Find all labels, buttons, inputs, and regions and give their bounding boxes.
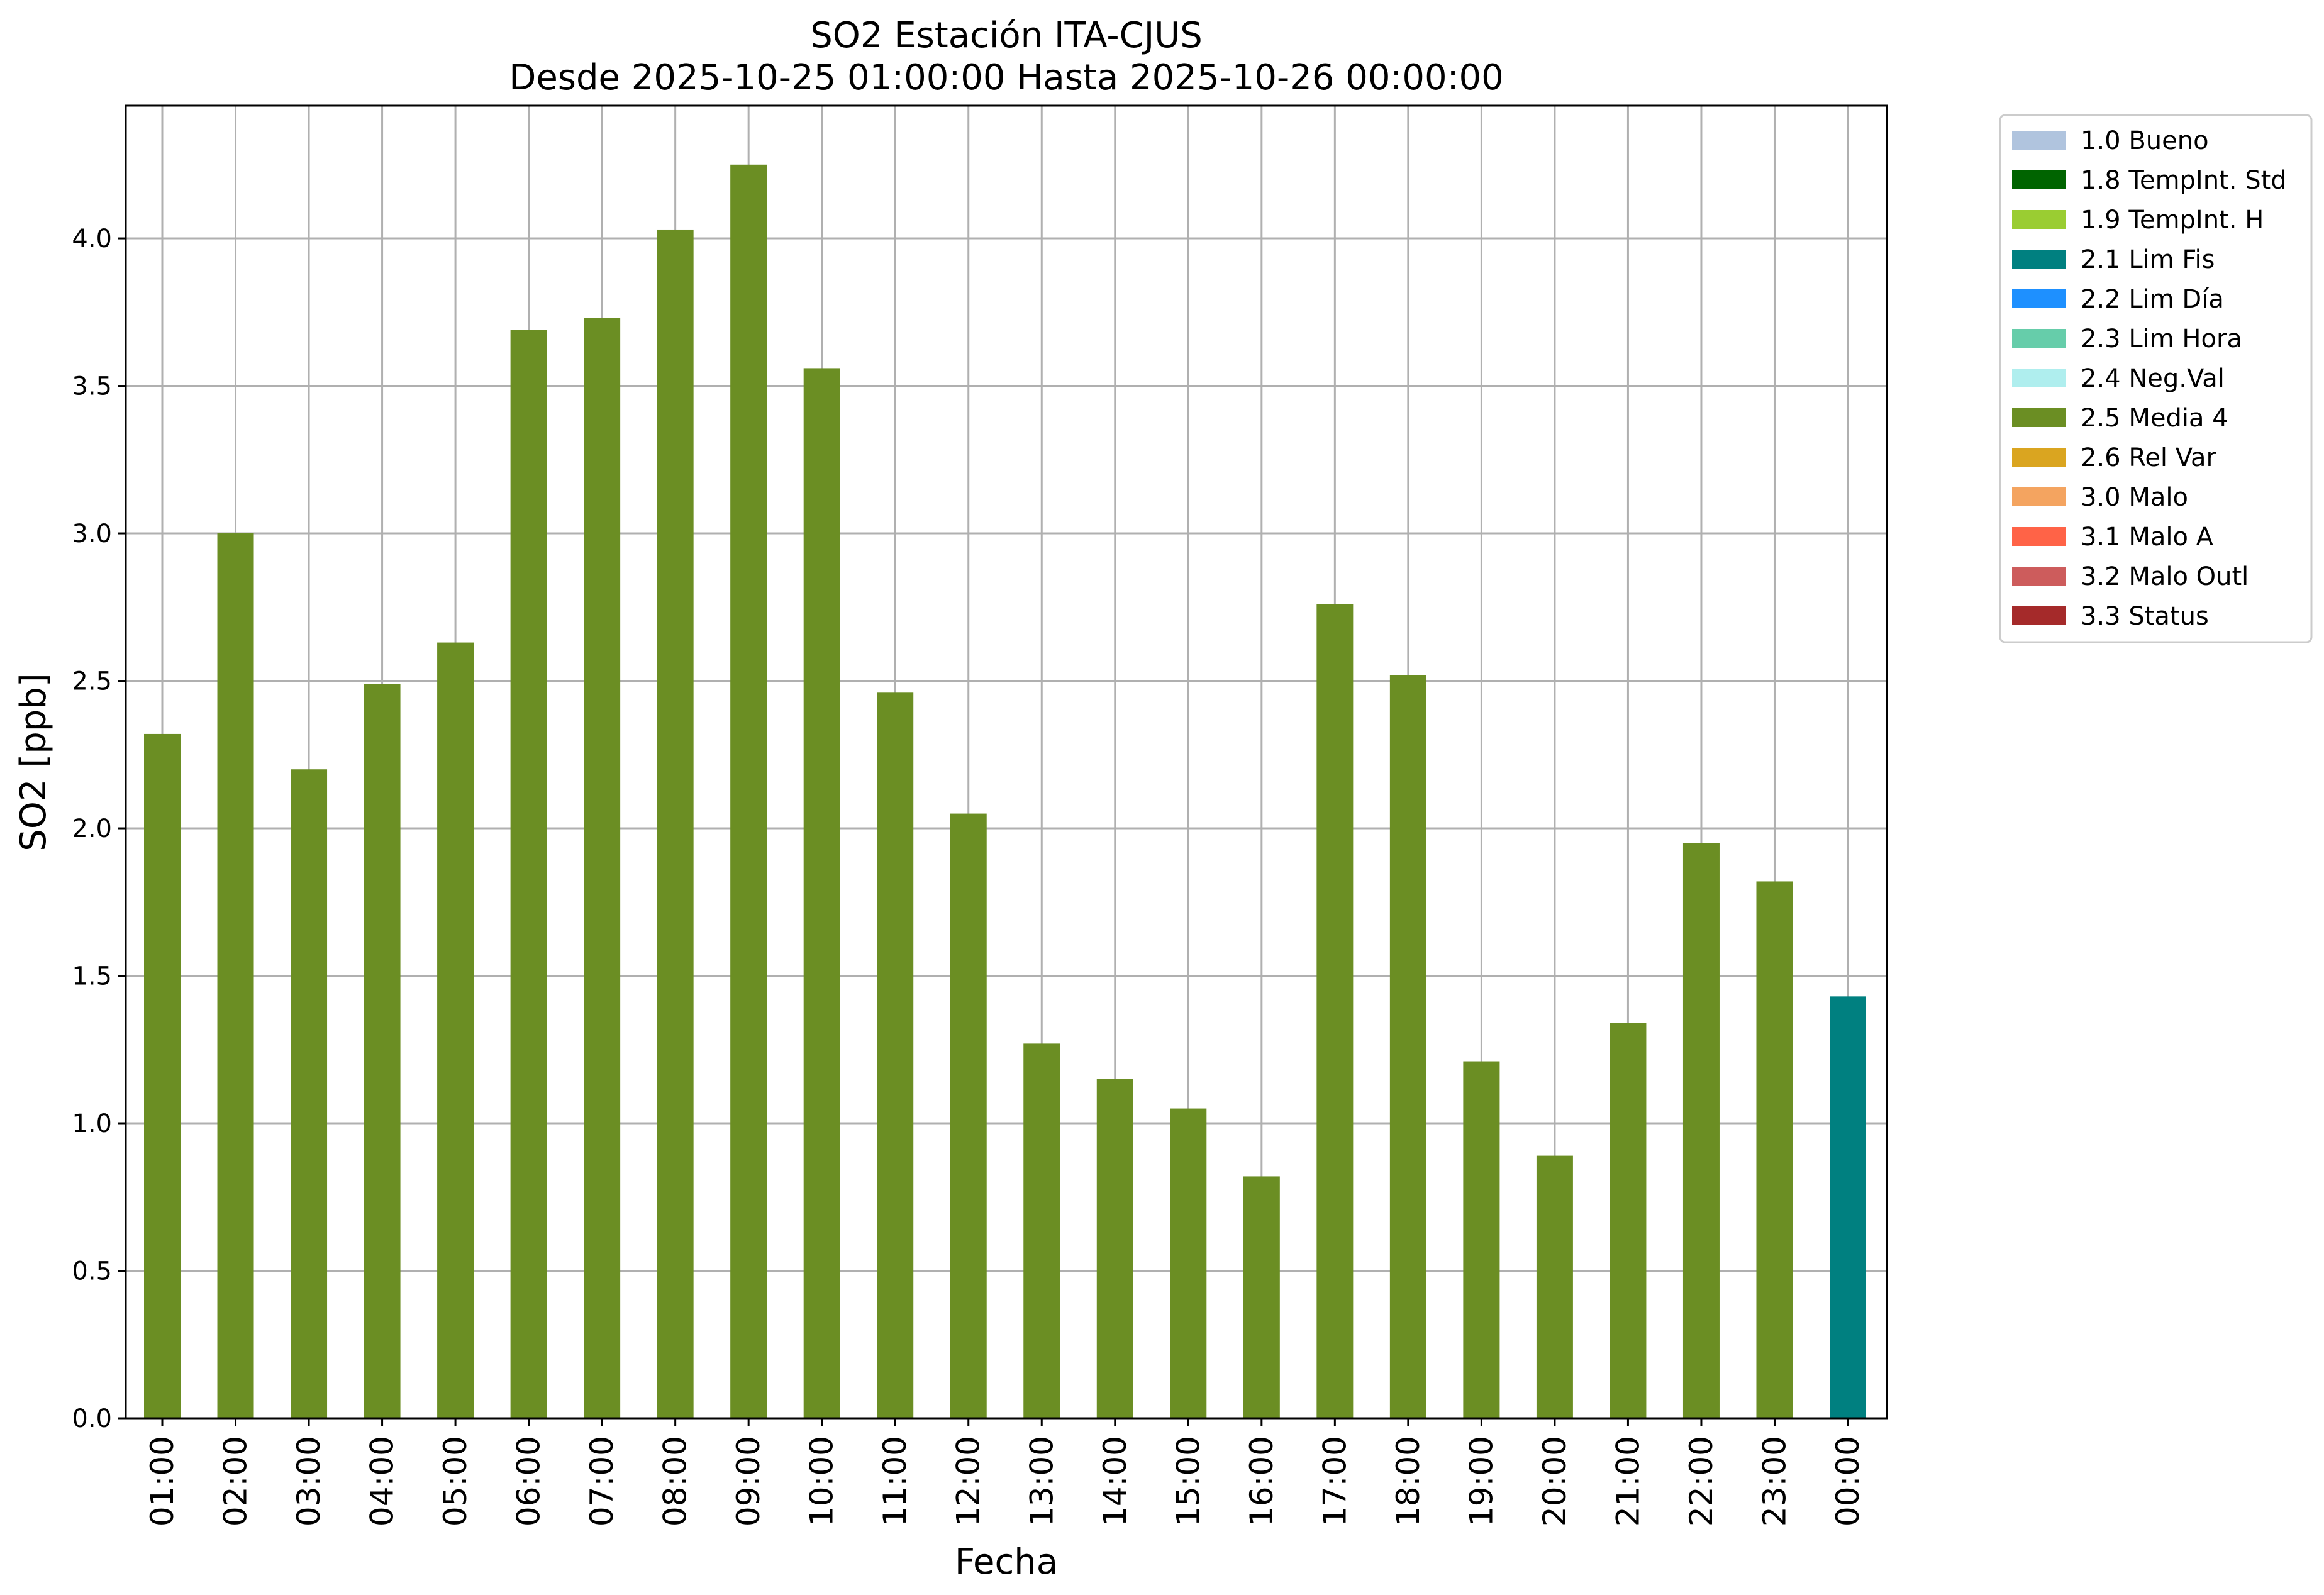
- legend-swatch: [2012, 369, 2066, 387]
- legend-swatch: [2012, 487, 2066, 506]
- bar-1100: [877, 692, 914, 1418]
- legend-label: 3.1 Malo A: [2081, 523, 2214, 552]
- x-tick-label: 06:00: [511, 1436, 547, 1526]
- x-axis-label: Fecha: [955, 1542, 1058, 1582]
- legend-swatch: [2012, 408, 2066, 427]
- bars: [144, 164, 1866, 1419]
- y-axis-label: SO2 [ppb]: [13, 673, 54, 851]
- plot-frame: [125, 104, 1888, 1420]
- bar-1800: [1389, 675, 1426, 1418]
- bar-0600: [510, 330, 547, 1419]
- x-tick-label: 22:00: [1683, 1436, 1720, 1526]
- y-tick-label: 2.0: [72, 814, 112, 843]
- x-tick-label: 02:00: [218, 1436, 254, 1526]
- legend-label: 2.6 Rel Var: [2081, 443, 2217, 472]
- bar-0000: [1830, 996, 1866, 1418]
- bar-0400: [364, 684, 401, 1418]
- legend-label: 2.1 Lim Fis: [2081, 245, 2215, 274]
- x-tick-label: 07:00: [584, 1436, 620, 1526]
- x-tick-label: 05:00: [437, 1436, 474, 1526]
- legend-swatch: [2012, 170, 2066, 189]
- legend-label: 3.3 Status: [2081, 602, 2209, 631]
- bar-1900: [1463, 1061, 1500, 1418]
- x-tick-label: 12:00: [950, 1436, 987, 1526]
- y-tick-label: 0.0: [72, 1404, 112, 1433]
- legend-swatch: [2012, 448, 2066, 467]
- bar-2000: [1536, 1155, 1573, 1418]
- legend-frame: [1999, 114, 2313, 643]
- legend-label: 2.2 Lim Día: [2081, 285, 2224, 314]
- bar-2100: [1610, 1023, 1647, 1418]
- x-tick-label: 00:00: [1830, 1436, 1866, 1526]
- legend-swatch: [2012, 329, 2066, 348]
- legend-swatch: [2012, 210, 2066, 229]
- legend-label: 2.3 Lim Hora: [2081, 325, 2242, 353]
- x-tick-label: 14:00: [1097, 1436, 1133, 1526]
- bar-1200: [950, 813, 987, 1418]
- y-tick-label: 3.0: [72, 520, 112, 548]
- legend-label: 1.9 TempInt. H: [2081, 206, 2264, 235]
- x-tick-label: 19:00: [1463, 1436, 1499, 1526]
- x-tick-label: 21:00: [1610, 1436, 1646, 1526]
- bar-0800: [657, 229, 694, 1418]
- x-tick-label: 16:00: [1243, 1436, 1280, 1526]
- bar-1000: [803, 368, 840, 1418]
- x-tick-label: 18:00: [1390, 1436, 1426, 1526]
- legend-swatch: [2012, 527, 2066, 546]
- legend-swatch: [2012, 289, 2066, 308]
- bar-0300: [291, 769, 328, 1418]
- x-tick-label: 11:00: [877, 1436, 913, 1526]
- y-tick-label: 4.0: [72, 225, 112, 253]
- legend-swatch: [2012, 131, 2066, 150]
- legend-label: 2.4 Neg.Val: [2081, 364, 2225, 393]
- legend-swatch: [2012, 606, 2066, 625]
- bar-1500: [1170, 1108, 1207, 1418]
- x-tick-label: 04:00: [364, 1436, 401, 1526]
- chart-title-line2: Desde 2025-10-25 01:00:00 Hasta 2025-10-…: [509, 57, 1504, 98]
- y-tick-label: 0.5: [72, 1257, 112, 1286]
- x-tick-label: 23:00: [1756, 1436, 1793, 1526]
- legend: 1.0 Bueno 1.8 TempInt. Std 1.9 TempInt. H 2…: [1999, 114, 2313, 643]
- legend-label: 1.8 TempInt. Std: [2081, 166, 2287, 195]
- y-tick-label: 3.5: [72, 372, 112, 401]
- bar-0100: [144, 733, 181, 1418]
- bar-2200: [1682, 843, 1720, 1418]
- legend-label: 1.0 Bueno: [2081, 126, 2209, 155]
- legend-label: 3.0 Malo: [2081, 483, 2188, 512]
- legend-label: 2.5 Media 4: [2081, 404, 2228, 433]
- bar-0700: [584, 318, 621, 1419]
- x-tick-label: 17:00: [1316, 1436, 1353, 1526]
- bar-2300: [1756, 881, 1793, 1418]
- y-axis-ticks: 0.0 0.5 1.0 1.5 2.0 2.5 3.0 3.5 4.0: [72, 225, 126, 1433]
- y-tick-label: 2.5: [72, 667, 112, 696]
- x-axis-ticks: 01:00 02:00 03:00 04:00 05:00 06:00 07:00 08:00…: [144, 1418, 1866, 1526]
- bar-1600: [1243, 1176, 1280, 1418]
- x-tick-label: 15:00: [1170, 1436, 1206, 1526]
- bar-0200: [217, 533, 254, 1418]
- x-tick-label: 20:00: [1537, 1436, 1573, 1526]
- x-tick-label: 08:00: [657, 1436, 694, 1526]
- chart-title-line1: SO2 Estación ITA-CJUS: [810, 15, 1203, 56]
- bar-0500: [437, 642, 474, 1418]
- y-tick-label: 1.0: [72, 1109, 112, 1138]
- bar-1400: [1096, 1079, 1133, 1418]
- legend-label: 3.2 Malo Outl: [2081, 562, 2249, 591]
- x-tick-label: 13:00: [1023, 1436, 1060, 1526]
- legend-swatch: [2012, 567, 2066, 586]
- x-tick-label: 01:00: [144, 1436, 181, 1526]
- bar-0900: [730, 164, 767, 1419]
- x-tick-label: 10:00: [804, 1436, 840, 1526]
- x-tick-label: 09:00: [730, 1436, 767, 1526]
- x-tick-label: 03:00: [291, 1436, 327, 1526]
- legend-swatch: [2012, 250, 2066, 269]
- y-tick-label: 1.5: [72, 962, 112, 991]
- bar-1700: [1316, 604, 1354, 1418]
- bar-1300: [1023, 1043, 1060, 1418]
